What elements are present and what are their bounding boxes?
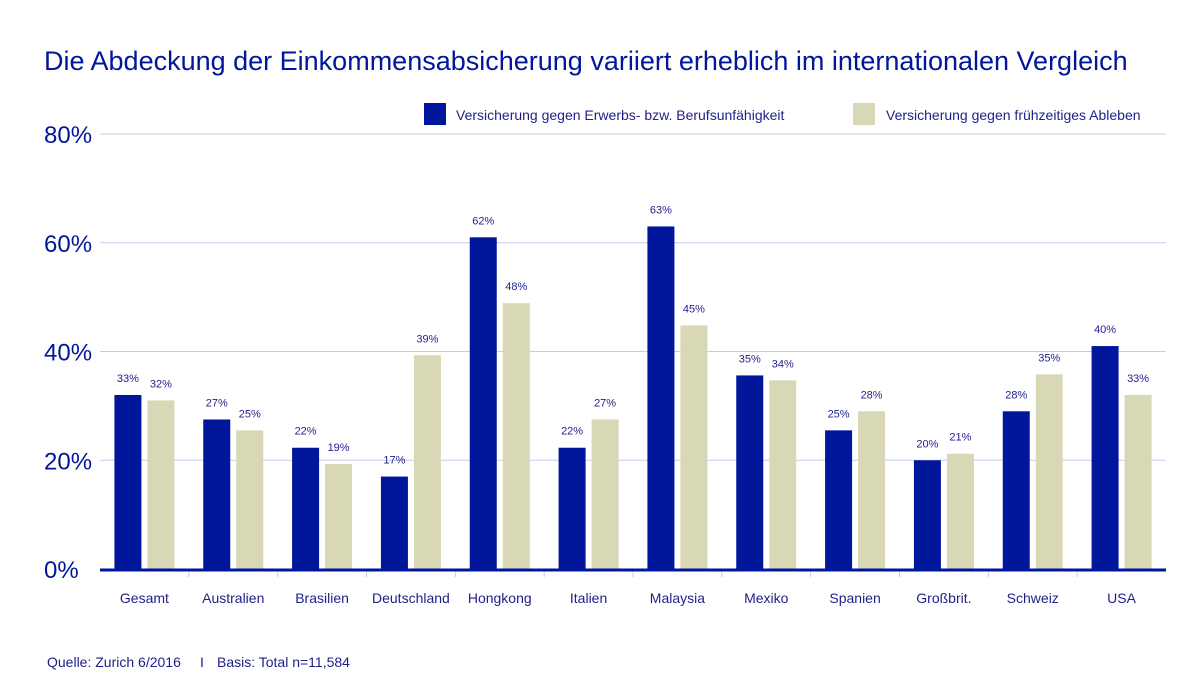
x-tick-label: Gesamt [120, 590, 169, 606]
x-tick-label: Hongkong [468, 590, 532, 606]
bar-1 [469, 237, 497, 569]
x-tick-label: Schweiz [1007, 590, 1059, 606]
bar-labels: 33% 32% 27% 25% 22% 19% 17% 39% 62% 48% 22% 27% 63% 4… [117, 204, 1149, 466]
x-tick-label: Malaysia [650, 590, 705, 606]
x-axis [100, 568, 1166, 577]
bar-value-label: 19% [328, 442, 350, 454]
gridlines [100, 133, 1166, 461]
bar-1 [913, 460, 941, 569]
bar-value-label: 28% [861, 389, 883, 401]
y-tick-label: 40% [44, 340, 92, 367]
bar-2 [413, 355, 441, 569]
y-tick-label: 0% [44, 557, 79, 584]
x-tick-label: Deutschland [372, 590, 450, 606]
x-tick-label: Brasilien [295, 590, 349, 606]
footer: Quelle: Zurich 6/2016 I Basis: Total n=1… [47, 654, 350, 670]
bar-value-label: 35% [1038, 352, 1060, 364]
bar-2 [147, 400, 175, 569]
footer-source: Quelle: Zurich 6/2016 [47, 654, 181, 670]
chart-title: Die Abdeckung der Einkommensabsicherung … [44, 46, 1128, 76]
bar-2 [1035, 374, 1063, 569]
legend-swatch-series-2 [853, 103, 875, 125]
bar-value-label: 63% [650, 204, 672, 216]
y-tick-label: 80% [44, 122, 92, 149]
bar-1 [114, 395, 142, 569]
footer-basis: Basis: Total n=11,584 [217, 654, 350, 670]
bar-value-label: 21% [949, 432, 971, 444]
bar-value-label: 27% [594, 397, 616, 409]
bar-value-label: 34% [772, 358, 794, 370]
bar-1 [380, 476, 408, 569]
bar-value-label: 27% [206, 397, 228, 409]
x-tick-label: Großbrit. [916, 590, 971, 606]
bar-2 [680, 325, 708, 569]
legend: Versicherung gegen Erwerbs- bzw. Berufsu… [424, 103, 1141, 125]
bar-2 [502, 303, 530, 569]
y-tick-label: 20% [44, 448, 92, 475]
x-tick-label: USA [1107, 590, 1136, 606]
bar-1 [558, 447, 586, 569]
bar-2 [236, 430, 264, 569]
bar-value-label: 25% [828, 408, 850, 420]
bar-1 [203, 419, 231, 569]
bar-value-label: 25% [239, 408, 261, 420]
bar-value-label: 17% [383, 455, 405, 467]
bar-2 [769, 380, 797, 569]
bar-value-label: 32% [150, 378, 172, 390]
bar-value-label: 20% [916, 438, 938, 450]
bar-1 [1091, 346, 1119, 569]
bar-1 [647, 226, 675, 569]
bar-value-label: 45% [683, 303, 705, 315]
bar-1 [1002, 411, 1030, 569]
bars [114, 226, 1152, 569]
bar-2 [858, 411, 886, 569]
y-tick-label: 60% [44, 231, 92, 258]
x-tick-label: Spanien [829, 590, 880, 606]
bar-value-label: 48% [505, 281, 527, 293]
bar-value-label: 35% [739, 353, 761, 365]
bar-value-label: 39% [416, 333, 438, 345]
bar-value-label: 33% [117, 373, 139, 385]
bar-value-label: 22% [561, 426, 583, 438]
bar-value-label: 33% [1127, 373, 1149, 385]
bar-value-label: 22% [295, 426, 317, 438]
footer-separator: I [200, 654, 204, 670]
x-tick-label: Australien [202, 590, 264, 606]
legend-swatch-series-1 [424, 103, 446, 125]
bar-2 [325, 464, 353, 569]
legend-label-series-2: Versicherung gegen frühzeitiges Ableben [886, 107, 1141, 123]
bar-2 [591, 419, 619, 569]
legend-label-series-1: Versicherung gegen Erwerbs- bzw. Berufsu… [456, 107, 785, 123]
bar-value-label: 62% [472, 215, 494, 227]
y-axis-ticks: 0% 20% 40% 60% 80% [44, 122, 92, 584]
bar-2 [1124, 395, 1152, 569]
x-axis-labels: Gesamt Australien Brasilien Deutschland Hong… [120, 590, 1137, 606]
bar-1 [736, 375, 764, 569]
bar-value-label: 40% [1094, 324, 1116, 336]
bar-2 [946, 453, 974, 569]
bar-value-label: 28% [1005, 389, 1027, 401]
bar-1 [825, 430, 853, 569]
x-tick-label: Italien [570, 590, 607, 606]
bar-1 [292, 447, 320, 569]
x-tick-label: Mexiko [744, 590, 789, 606]
